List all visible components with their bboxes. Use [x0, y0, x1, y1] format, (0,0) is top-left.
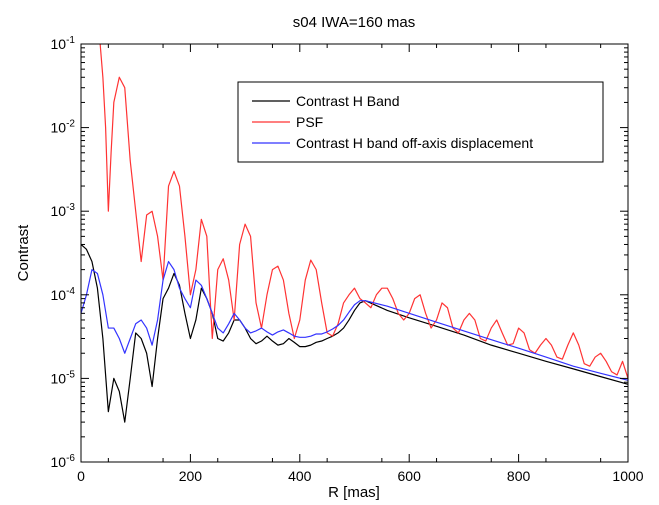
series-line-1 [99, 44, 628, 379]
x-tick-label: 400 [288, 468, 312, 484]
legend: Contrast H Band PSF Contrast H band off-… [237, 81, 604, 163]
y-tick-label: 10-5 [51, 369, 76, 386]
legend-label-off-axis-displacement: Contrast H band off-axis displacement [296, 135, 533, 151]
y-tick-label: 10-6 [51, 453, 76, 470]
legend-label-contrast-h-band: Contrast H Band [296, 93, 400, 109]
x-axis-label: R [mas] [328, 484, 380, 501]
chart-title: s04 IWA=160 mas [293, 14, 415, 31]
legend-box [237, 81, 604, 163]
y-axis-label: Contrast [15, 224, 32, 282]
y-tick-label: 10-4 [51, 286, 76, 303]
y-axis-ticks: 10-6 10-5 10-4 10-3 10-2 10-1 [51, 35, 628, 470]
x-tick-label: 200 [179, 468, 203, 484]
series-line-2 [81, 260, 628, 381]
legend-label-psf: PSF [296, 114, 323, 130]
x-tick-label: 800 [507, 468, 531, 484]
y-tick-label: 10-1 [51, 35, 76, 52]
x-tick-label: 1000 [612, 468, 643, 484]
y-tick-label: 10-3 [51, 202, 76, 219]
y-tick-label: 10-2 [51, 119, 76, 136]
series-layer [81, 44, 628, 423]
x-tick-label: 600 [398, 468, 422, 484]
x-tick-label: 0 [77, 468, 85, 484]
plot-frame [80, 43, 629, 463]
